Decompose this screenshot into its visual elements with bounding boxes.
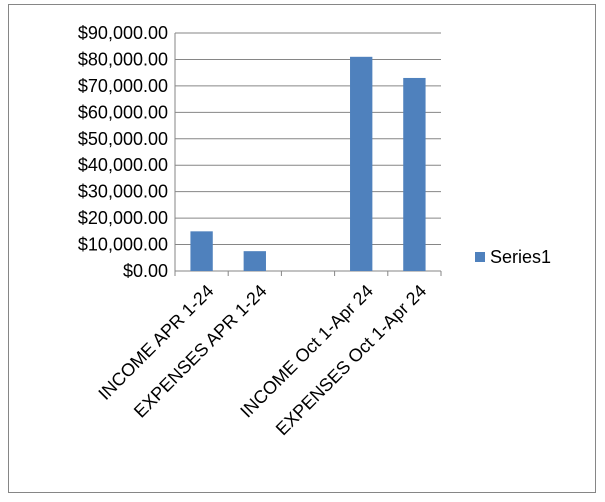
bar — [190, 231, 213, 271]
legend-swatch-series1 — [475, 252, 485, 262]
y-tick-label: $10,000.00 — [78, 235, 168, 255]
y-axis-tick-labels: $0.00 $10,000.00 $20,000.00 $30,000.00 $40,0… — [78, 23, 168, 281]
legend-label-series1: Series1 — [490, 247, 551, 267]
y-tick-label: $20,000.00 — [78, 208, 168, 228]
bar — [403, 77, 426, 271]
gridlines — [175, 32, 441, 246]
y-tick-label: $30,000.00 — [78, 182, 168, 202]
y-tick-label: $40,000.00 — [78, 155, 168, 175]
y-tick-label: $90,000.00 — [78, 23, 168, 43]
y-tick-label: $80,000.00 — [78, 49, 168, 69]
bar — [243, 251, 266, 271]
y-tick-label: $70,000.00 — [78, 76, 168, 96]
x-axis-ticks — [174, 271, 442, 276]
legend: Series1 — [475, 247, 551, 267]
bars — [190, 56, 426, 271]
bar — [350, 56, 373, 271]
y-tick-label: $0.00 — [123, 261, 168, 281]
y-tick-label: $60,000.00 — [78, 102, 168, 122]
y-tick-label: $50,000.00 — [78, 129, 168, 149]
